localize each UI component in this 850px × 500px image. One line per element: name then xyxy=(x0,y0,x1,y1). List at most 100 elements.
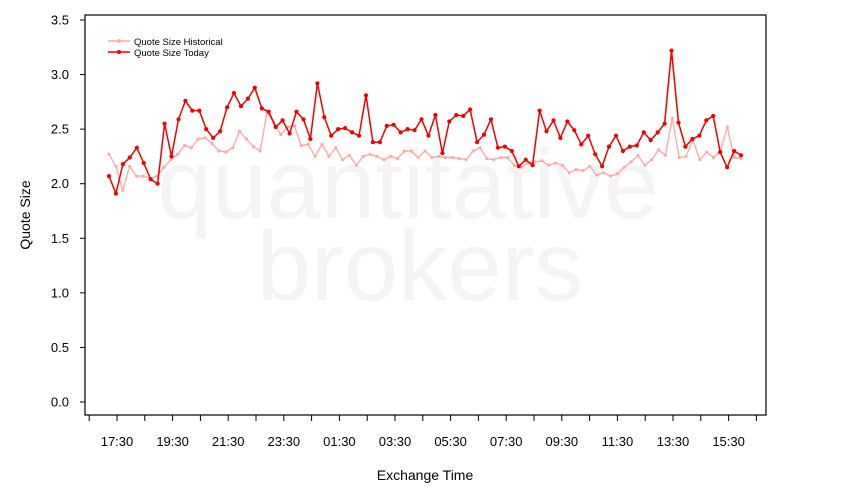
data-point xyxy=(204,127,209,132)
data-point xyxy=(244,137,248,141)
data-point xyxy=(516,164,521,169)
data-point xyxy=(203,136,207,140)
data-point xyxy=(127,155,132,160)
data-point xyxy=(343,126,348,131)
data-point xyxy=(231,146,235,150)
data-point xyxy=(266,109,271,114)
data-point xyxy=(210,141,214,145)
data-point xyxy=(426,133,431,138)
legend-label-historical: Quote Size Historical xyxy=(134,37,223,48)
data-point xyxy=(615,172,619,176)
data-point xyxy=(739,157,743,161)
data-point xyxy=(471,149,475,153)
data-point xyxy=(217,149,221,153)
data-point xyxy=(368,152,372,156)
data-point xyxy=(196,137,200,141)
data-point xyxy=(183,143,187,148)
data-point xyxy=(402,149,406,153)
data-point xyxy=(377,140,382,145)
data-point xyxy=(581,169,585,173)
data-point xyxy=(595,173,599,177)
data-point xyxy=(405,127,410,132)
data-point xyxy=(433,112,438,118)
data-point xyxy=(579,142,584,147)
data-point xyxy=(523,157,528,162)
data-point xyxy=(375,154,379,158)
data-point xyxy=(113,191,118,196)
data-point xyxy=(114,164,118,168)
data-point xyxy=(478,146,482,150)
data-point xyxy=(437,154,441,158)
data-point xyxy=(574,167,578,172)
data-point xyxy=(711,113,716,119)
data-point xyxy=(560,163,565,167)
data-point xyxy=(643,163,647,167)
data-point xyxy=(128,164,132,168)
data-point xyxy=(322,115,327,120)
x-tick-label: 21:30 xyxy=(212,434,245,449)
data-point xyxy=(613,133,619,138)
data-point xyxy=(505,155,509,160)
x-tick-label: 07:30 xyxy=(490,434,523,449)
data-point xyxy=(650,158,654,162)
watermark-line1: quantitative xyxy=(157,129,658,239)
data-point xyxy=(363,93,369,98)
data-point xyxy=(447,119,452,124)
data-point xyxy=(676,120,681,125)
data-point xyxy=(454,112,459,118)
data-point xyxy=(530,163,535,168)
data-point xyxy=(245,96,250,101)
data-point xyxy=(738,153,744,158)
data-point xyxy=(690,136,695,142)
data-point xyxy=(218,129,223,134)
y-axis-label: Quote Size xyxy=(17,180,33,249)
y-axis: 0.0 0.5 1.0 1.5 2.0 2.5 3.0 3.5 xyxy=(51,13,85,410)
data-point xyxy=(134,174,139,178)
data-point xyxy=(492,158,496,162)
data-point xyxy=(148,177,153,182)
data-point xyxy=(572,128,577,133)
data-point xyxy=(636,153,640,157)
data-point xyxy=(662,121,667,126)
legend: Quote Size Historical Quote Size Today xyxy=(108,37,223,59)
y-tick-label: 3.0 xyxy=(51,67,69,82)
data-point xyxy=(301,117,306,122)
data-point xyxy=(183,98,188,103)
data-point xyxy=(677,155,681,160)
data-point xyxy=(313,154,317,158)
data-point xyxy=(141,174,145,178)
x-tick-label: 13:30 xyxy=(657,434,690,449)
data-point xyxy=(416,155,420,160)
data-point xyxy=(655,130,660,135)
data-point xyxy=(698,158,702,162)
data-point xyxy=(509,148,514,154)
data-point xyxy=(697,133,702,138)
data-point xyxy=(211,135,216,140)
data-point xyxy=(120,162,125,167)
data-point xyxy=(341,158,345,162)
data-point xyxy=(409,149,413,153)
x-tick-label: 09:30 xyxy=(546,434,579,449)
data-point xyxy=(391,122,396,127)
data-point xyxy=(315,81,320,86)
data-point xyxy=(292,124,297,128)
data-point xyxy=(258,149,262,153)
data-point xyxy=(711,155,716,160)
data-point xyxy=(553,161,558,165)
data-point xyxy=(225,105,230,110)
data-point xyxy=(251,145,255,149)
data-point xyxy=(608,174,613,178)
data-point xyxy=(475,140,480,145)
data-point xyxy=(544,129,549,134)
x-tick-label: 19:30 xyxy=(156,434,189,449)
data-point xyxy=(320,142,324,146)
data-point xyxy=(189,146,193,150)
data-point xyxy=(457,157,461,161)
y-tick-label: 1.5 xyxy=(51,231,69,246)
data-point xyxy=(382,158,386,162)
data-point xyxy=(622,165,626,169)
data-point xyxy=(423,149,427,153)
data-point xyxy=(600,164,605,169)
data-point xyxy=(464,158,468,162)
